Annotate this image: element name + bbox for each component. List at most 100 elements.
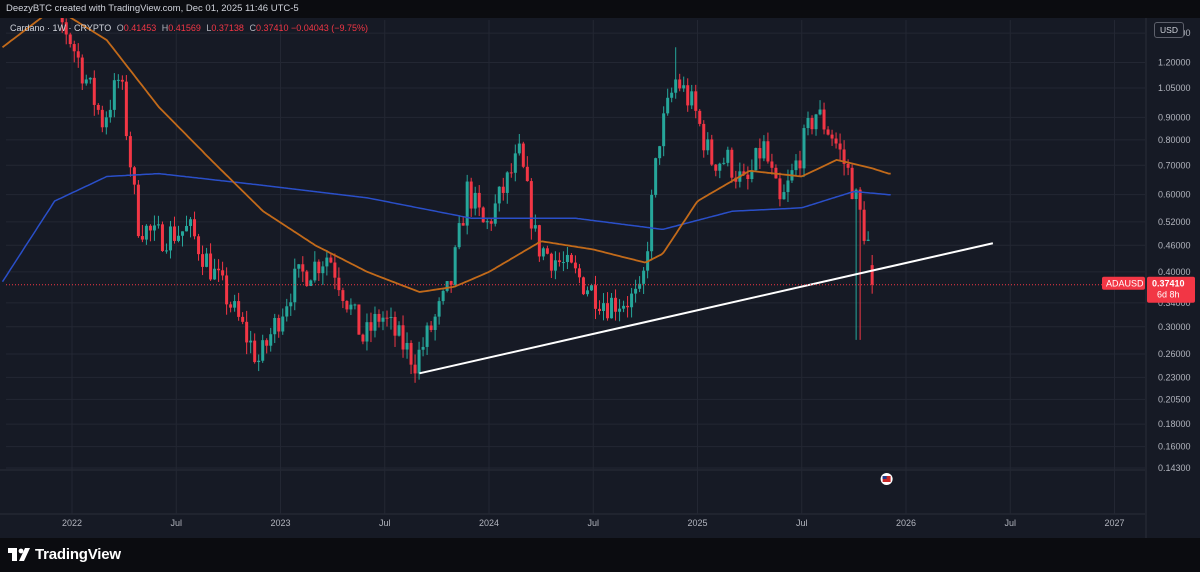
candle-body[interactable] bbox=[345, 301, 349, 310]
candle-body[interactable] bbox=[626, 305, 630, 308]
candle-body[interactable] bbox=[505, 172, 509, 193]
candle-body[interactable] bbox=[168, 226, 172, 251]
candle-body[interactable] bbox=[301, 264, 305, 272]
tradingview-logo[interactable]: TradingView bbox=[8, 546, 121, 563]
candle-body[interactable] bbox=[389, 316, 393, 318]
candle-body[interactable] bbox=[525, 166, 529, 182]
candle-body[interactable] bbox=[60, 18, 64, 23]
candle-body[interactable] bbox=[325, 257, 329, 267]
candle-body[interactable] bbox=[181, 231, 185, 236]
candle-body[interactable] bbox=[810, 117, 814, 130]
candle-body[interactable] bbox=[100, 109, 104, 128]
candle-body[interactable] bbox=[529, 181, 533, 229]
candle-body[interactable] bbox=[666, 97, 670, 114]
candle-body[interactable] bbox=[634, 288, 638, 294]
candle-body[interactable] bbox=[866, 239, 870, 241]
candle-body[interactable] bbox=[373, 313, 377, 331]
candle-body[interactable] bbox=[858, 189, 862, 210]
candle-body[interactable] bbox=[818, 109, 822, 115]
candle-body[interactable] bbox=[589, 285, 593, 291]
candle-body[interactable] bbox=[485, 221, 489, 223]
candle-body[interactable] bbox=[152, 225, 156, 231]
candle-body[interactable] bbox=[217, 268, 221, 271]
candle-body[interactable] bbox=[481, 207, 485, 223]
candle-body[interactable] bbox=[265, 340, 269, 346]
candle-body[interactable] bbox=[401, 325, 405, 350]
candle-body[interactable] bbox=[718, 163, 722, 171]
candle-body[interactable] bbox=[353, 304, 357, 306]
candle-body[interactable] bbox=[606, 303, 610, 319]
candle-body[interactable] bbox=[80, 57, 84, 84]
candle-body[interactable] bbox=[136, 184, 140, 237]
candle-body[interactable] bbox=[96, 104, 100, 110]
candle-body[interactable] bbox=[225, 275, 229, 305]
candle-body[interactable] bbox=[201, 254, 205, 267]
candle-body[interactable] bbox=[68, 34, 72, 45]
candle-body[interactable] bbox=[128, 136, 132, 168]
candle-body[interactable] bbox=[618, 308, 622, 312]
candle-body[interactable] bbox=[489, 221, 493, 224]
candle-body[interactable] bbox=[610, 297, 614, 319]
candle-body[interactable] bbox=[213, 268, 217, 280]
candle-body[interactable] bbox=[289, 302, 293, 307]
candle-body[interactable] bbox=[321, 266, 325, 274]
candle-body[interactable] bbox=[557, 260, 561, 263]
candle-body[interactable] bbox=[690, 91, 694, 106]
support-trendline[interactable] bbox=[419, 242, 994, 375]
candle-body[interactable] bbox=[409, 342, 413, 365]
candle-body[interactable] bbox=[553, 260, 557, 271]
candle-body[interactable] bbox=[537, 225, 541, 257]
candle-body[interactable] bbox=[862, 209, 866, 241]
candle-body[interactable] bbox=[682, 85, 686, 89]
candle-body[interactable] bbox=[457, 223, 461, 248]
candle-body[interactable] bbox=[598, 308, 602, 312]
candle-body[interactable] bbox=[241, 316, 245, 322]
candle-body[interactable] bbox=[593, 285, 597, 309]
candle-body[interactable] bbox=[160, 224, 164, 252]
candle-body[interactable] bbox=[714, 164, 718, 171]
candle-body[interactable] bbox=[273, 317, 277, 335]
candle-body[interactable] bbox=[614, 297, 618, 312]
candle-body[interactable] bbox=[577, 268, 581, 278]
candle-body[interactable] bbox=[497, 186, 501, 204]
candle-body[interactable] bbox=[493, 203, 497, 224]
candle-body[interactable] bbox=[277, 317, 281, 332]
candle-body[interactable] bbox=[802, 128, 806, 169]
candle-body[interactable] bbox=[297, 264, 301, 269]
candle-body[interactable] bbox=[702, 123, 706, 151]
candle-body[interactable] bbox=[349, 304, 353, 310]
candle-body[interactable] bbox=[377, 313, 381, 322]
candle-body[interactable] bbox=[754, 148, 758, 171]
candle-body[interactable] bbox=[650, 194, 654, 252]
candle-body[interactable] bbox=[569, 254, 573, 263]
candle-body[interactable] bbox=[842, 149, 846, 164]
candle-body[interactable] bbox=[337, 277, 341, 291]
candle-body[interactable] bbox=[826, 129, 830, 135]
candle-body[interactable] bbox=[770, 161, 774, 168]
candle-body[interactable] bbox=[172, 226, 176, 241]
currency-button[interactable]: USD bbox=[1154, 22, 1184, 38]
candle-body[interactable] bbox=[144, 225, 148, 240]
candle-body[interactable] bbox=[313, 261, 317, 281]
candle-body[interactable] bbox=[397, 325, 401, 336]
candle-body[interactable] bbox=[221, 270, 225, 276]
candle-body[interactable] bbox=[369, 322, 373, 331]
candle-body[interactable] bbox=[124, 81, 128, 137]
candle-body[interactable] bbox=[630, 293, 634, 308]
candle-body[interactable] bbox=[806, 117, 810, 129]
candle-body[interactable] bbox=[357, 304, 361, 335]
chart-panel[interactable]: 1.400001.200001.050000.900000.800000.700… bbox=[0, 18, 1200, 538]
candle-body[interactable] bbox=[686, 85, 690, 106]
candle-body[interactable] bbox=[361, 334, 365, 342]
candle-body[interactable] bbox=[189, 219, 193, 226]
candle-body[interactable] bbox=[782, 192, 786, 200]
candle-body[interactable] bbox=[140, 236, 144, 240]
candle-body[interactable] bbox=[197, 236, 201, 255]
candle-body[interactable] bbox=[549, 253, 553, 271]
candle-body[interactable] bbox=[365, 322, 369, 342]
candle-body[interactable] bbox=[76, 51, 80, 58]
price-chart[interactable]: 1.400001.200001.050000.900000.800000.700… bbox=[0, 18, 1200, 538]
candle-body[interactable] bbox=[509, 172, 513, 174]
candle-body[interactable] bbox=[830, 134, 834, 139]
candle-body[interactable] bbox=[120, 79, 124, 82]
